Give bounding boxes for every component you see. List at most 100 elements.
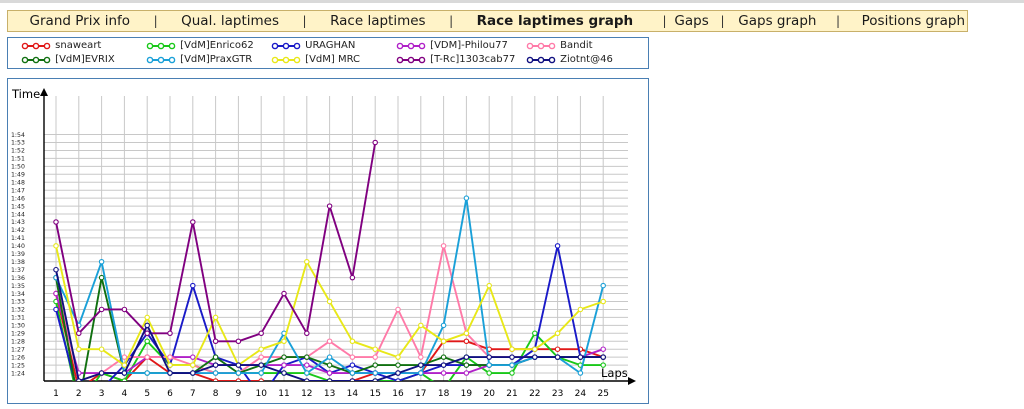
data-point-vdm-enrico62 xyxy=(486,370,492,376)
y-tick-label: 1:36 xyxy=(11,275,25,282)
data-point-bandit xyxy=(372,354,378,360)
y-axis-arrowhead xyxy=(40,88,48,96)
data-point-t-rc-1303cab77 xyxy=(281,290,287,297)
data-point-vdm-mrc xyxy=(395,354,401,360)
legend-swatch xyxy=(21,42,51,50)
top-divider xyxy=(0,0,1024,3)
y-tick-label: 1:38 xyxy=(11,259,25,266)
y-tick-label: 1:27 xyxy=(11,346,25,353)
data-point-ziotnt-46 xyxy=(304,378,310,381)
data-point-vdm-mrc xyxy=(53,243,59,249)
nav-gaps-graph[interactable]: Gaps graph xyxy=(738,13,817,29)
y-tick-label: 1:52 xyxy=(11,148,25,155)
data-point-uraghan xyxy=(554,243,561,249)
data-point-vdm-mrc xyxy=(258,346,264,352)
y-tick-label: 1:33 xyxy=(11,299,25,306)
data-point-snaweart xyxy=(463,338,470,344)
chart-legend: snaweart [VdM]Enrico62 URAGHAN [VDM]-Phi… xyxy=(7,37,649,69)
data-point-ziotnt-46 xyxy=(53,266,59,273)
data-point-vdm-enrico62 xyxy=(144,338,150,344)
x-tick-label: 15 xyxy=(369,389,380,399)
data-point-vdm-mrc xyxy=(349,338,356,344)
data-point-ziotnt-46 xyxy=(418,362,424,368)
nav-positions-graph[interactable]: Positions graph xyxy=(861,13,966,29)
data-point-ziotnt-46 xyxy=(258,362,264,368)
y-tick-label: 1:39 xyxy=(11,251,25,258)
data-point-vdm-mrc xyxy=(509,346,515,352)
legend-swatch xyxy=(396,42,426,50)
nav-separator: | xyxy=(449,14,454,28)
data-point-ziotnt-46 xyxy=(349,378,356,381)
legend-item-vdm-praxgtr: [VdM]PraxGTR xyxy=(145,53,252,67)
legend-label: URAGHAN xyxy=(302,40,356,51)
data-point-bandit xyxy=(144,354,150,360)
data-point-vdm-praxgtr xyxy=(304,370,310,376)
legend-label: [VdM]PraxGTR xyxy=(177,54,253,65)
data-point-vdm-evrix xyxy=(326,362,333,368)
data-point-vdm-praxgtr xyxy=(440,322,447,329)
y-tick-label: 1:30 xyxy=(11,323,25,330)
nav-race-laptimes-graph[interactable]: Race laptimes graph xyxy=(476,13,634,29)
legend-item-vdm-evrix: [VdM]EVRIX xyxy=(20,53,115,67)
data-point-bandit xyxy=(258,354,264,360)
data-point-t-rc-1303cab77 xyxy=(190,219,196,225)
data-point-ziotnt-46 xyxy=(326,378,333,381)
data-point-snaweart xyxy=(258,378,264,381)
data-point-vdm-evrix xyxy=(212,354,219,360)
data-point-vdm-evrix xyxy=(395,362,401,368)
data-point-vdm-praxgtr xyxy=(212,370,219,376)
data-point-ziotnt-46 xyxy=(532,354,538,360)
x-tick-label: 18 xyxy=(438,389,450,399)
data-point-ziotnt-46 xyxy=(121,370,128,376)
data-point-t-rc-1303cab77 xyxy=(304,330,310,337)
data-point-vdm-mrc xyxy=(212,314,219,321)
data-point-vdm-enrico62 xyxy=(532,330,538,337)
nav-qual-laptimes[interactable]: Qual. laptimes xyxy=(181,13,280,29)
data-point-t-rc-1303cab77 xyxy=(121,306,128,313)
data-point-vdm-praxgtr xyxy=(326,354,333,360)
data-point-vdm-mrc xyxy=(98,346,105,352)
data-point-uraghan xyxy=(190,282,196,289)
x-tick-label: 10 xyxy=(255,389,267,399)
data-point-snaweart xyxy=(235,378,242,381)
data-point-ziotnt-46 xyxy=(600,354,606,360)
x-tick-label: 20 xyxy=(483,389,495,399)
data-point-ziotnt-46 xyxy=(76,378,82,381)
y-tick-label: 1:51 xyxy=(11,156,25,163)
x-axis-title: Laps xyxy=(601,366,628,380)
data-point-vdm-praxgtr xyxy=(577,370,584,376)
data-point-vdm-evrix xyxy=(304,354,310,360)
x-tick-label: 16 xyxy=(392,389,404,399)
legend-label: snaweart xyxy=(52,40,102,51)
y-tick-label: 1:29 xyxy=(11,331,25,338)
data-point-vdm-mrc xyxy=(281,338,287,344)
data-point-vdm-praxgtr xyxy=(418,370,424,376)
data-point-ziotnt-46 xyxy=(235,362,242,368)
data-point-vdm-philou77 xyxy=(190,354,196,360)
data-point-uraghan xyxy=(395,378,401,381)
data-point-vdm-philou77 xyxy=(53,290,59,297)
data-point-vdm-mrc xyxy=(190,362,196,368)
data-point-vdm-mrc xyxy=(326,298,333,305)
x-tick-label: 17 xyxy=(415,389,426,399)
data-point-t-rc-1303cab77 xyxy=(212,338,219,344)
x-tick-label: 13 xyxy=(324,389,335,399)
nav-grand-prix-info[interactable]: Grand Prix info xyxy=(29,13,131,29)
data-point-vdm-mrc xyxy=(554,330,561,337)
data-point-uraghan xyxy=(349,362,356,368)
x-tick-label: 21 xyxy=(506,389,517,399)
data-point-ziotnt-46 xyxy=(190,370,196,376)
y-tick-label: 1:37 xyxy=(11,267,25,274)
x-tick-label: 1 xyxy=(53,389,59,399)
y-tick-label: 1:25 xyxy=(11,362,25,369)
nav-race-laptimes[interactable]: Race laptimes xyxy=(330,13,426,29)
data-point-vdm-evrix xyxy=(440,354,447,360)
nav-gaps[interactable]: Gaps xyxy=(674,13,709,29)
y-tick-label: 1:46 xyxy=(11,195,25,202)
data-point-t-rc-1303cab77 xyxy=(326,203,333,209)
y-tick-label: 1:32 xyxy=(11,307,25,314)
data-point-ziotnt-46 xyxy=(372,378,378,381)
legend-item-vdm-enrico62: [VdM]Enrico62 xyxy=(145,39,254,53)
data-point-vdm-praxgtr xyxy=(600,282,606,289)
legend-item-ziotnt-46: Ziotnt@46 xyxy=(525,53,613,67)
